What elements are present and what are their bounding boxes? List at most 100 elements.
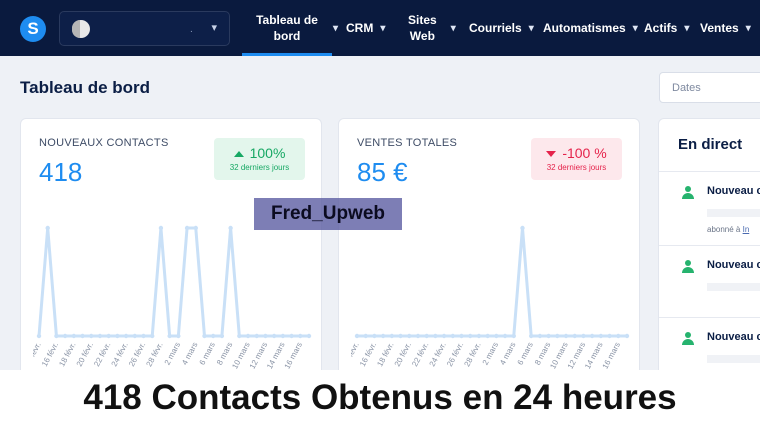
nav-automatismes[interactable]: Automatismes ▾ (543, 0, 638, 56)
data-point[interactable] (380, 333, 386, 339)
nav-actifs[interactable]: Actifs ▾ (644, 0, 689, 56)
change-percent: -100 % (531, 145, 622, 161)
data-point[interactable] (202, 333, 207, 339)
account-selector[interactable]: . ▾ (59, 11, 230, 46)
data-point[interactable] (389, 333, 395, 339)
data-point[interactable] (271, 333, 277, 339)
nav-item-label: Actifs (644, 21, 678, 35)
data-point[interactable] (450, 333, 456, 339)
data-point[interactable] (158, 225, 164, 231)
data-point[interactable] (511, 333, 516, 339)
data-point[interactable] (89, 333, 94, 339)
nav-item-label: Automatismes (543, 21, 626, 35)
caption-background (0, 370, 760, 427)
data-point[interactable] (424, 333, 429, 339)
data-point[interactable] (132, 333, 138, 339)
data-point[interactable] (589, 333, 595, 339)
data-point[interactable] (36, 333, 42, 339)
live-panel: En direct Nouveau c abonné à In Nouveau … (658, 118, 760, 388)
data-point[interactable] (254, 333, 259, 339)
data-point[interactable] (106, 333, 111, 339)
data-point[interactable] (476, 333, 482, 339)
redacted-bar (707, 283, 760, 291)
data-point[interactable] (263, 333, 268, 339)
data-point[interactable] (354, 333, 360, 339)
data-point[interactable] (624, 333, 630, 339)
data-point[interactable] (398, 333, 403, 339)
series-line (37, 226, 309, 338)
data-point[interactable] (167, 333, 172, 339)
data-point[interactable] (123, 333, 129, 339)
data-point[interactable] (537, 333, 543, 339)
data-point[interactable] (485, 333, 490, 339)
data-point[interactable] (459, 333, 464, 339)
data-point[interactable] (441, 333, 447, 339)
live-item-title: Nouveau c (707, 331, 760, 343)
data-point[interactable] (219, 333, 225, 339)
user-icon (681, 185, 695, 199)
watermark-label: Fred_Upweb (254, 198, 402, 230)
data-point[interactable] (54, 333, 59, 339)
chevron-down-icon: ▾ (745, 22, 751, 34)
data-point[interactable] (280, 333, 286, 339)
live-item-link[interactable]: In (742, 225, 750, 234)
live-item-title: Nouveau c (707, 259, 760, 271)
change-period: 32 derniers jours (546, 163, 607, 172)
data-point[interactable] (616, 333, 621, 339)
nav-ventes[interactable]: Ventes ▾ (700, 0, 751, 56)
data-point[interactable] (372, 333, 377, 339)
data-point[interactable] (581, 333, 586, 339)
data-point[interactable] (468, 333, 473, 339)
data-point[interactable] (62, 333, 68, 339)
data-point[interactable] (80, 333, 85, 339)
data-point[interactable] (494, 333, 499, 339)
data-point[interactable] (598, 333, 604, 339)
app-logo[interactable]: S (20, 16, 46, 42)
sales-value: 85 € (357, 157, 408, 187)
data-point[interactable] (407, 333, 412, 339)
data-point[interactable] (289, 333, 294, 339)
data-point[interactable] (184, 225, 190, 231)
data-point[interactable] (363, 333, 368, 339)
data-point[interactable] (563, 333, 569, 339)
data-point[interactable] (228, 225, 233, 231)
card-label: VENTES TOTALES (357, 137, 458, 149)
data-point[interactable] (176, 333, 181, 339)
data-point[interactable] (237, 333, 242, 339)
nav-sites-web[interactable]: Sites Web ▾ (408, 0, 456, 56)
divider (659, 317, 760, 318)
series-line (357, 226, 627, 338)
data-point[interactable] (572, 333, 577, 339)
data-point[interactable] (193, 225, 198, 231)
data-point[interactable] (555, 333, 560, 339)
data-point[interactable] (245, 333, 251, 339)
redacted-bar (707, 355, 760, 363)
data-point[interactable] (607, 333, 612, 339)
nav-courriels[interactable]: Courriels ▾ (469, 0, 534, 56)
data-point[interactable] (528, 333, 534, 339)
user-icon (681, 331, 695, 345)
change-badge: -100 % 32 derniers jours (531, 138, 622, 180)
data-point[interactable] (415, 333, 421, 339)
data-point[interactable] (45, 225, 50, 231)
data-point[interactable] (433, 333, 438, 339)
data-point[interactable] (502, 333, 508, 339)
chevron-down-icon: ▾ (380, 22, 386, 34)
data-point[interactable] (210, 333, 216, 339)
data-point[interactable] (141, 333, 146, 339)
data-point[interactable] (71, 333, 77, 339)
divider (659, 245, 760, 246)
user-icon (681, 259, 695, 273)
data-point[interactable] (97, 333, 103, 339)
data-point[interactable] (298, 333, 303, 339)
data-point[interactable] (546, 333, 551, 339)
chevron-down-icon[interactable]: ▾ (333, 22, 339, 34)
data-point[interactable] (306, 333, 312, 339)
nav-tableau-de-bord[interactable]: Tableau de bord (242, 0, 332, 56)
chevron-down-icon: ▾ (450, 22, 456, 34)
data-point[interactable] (150, 333, 155, 339)
data-point[interactable] (520, 225, 525, 231)
dates-filter[interactable]: Dates (659, 72, 760, 103)
nav-crm[interactable]: CRM ▾ (346, 0, 385, 56)
data-point[interactable] (115, 333, 120, 339)
